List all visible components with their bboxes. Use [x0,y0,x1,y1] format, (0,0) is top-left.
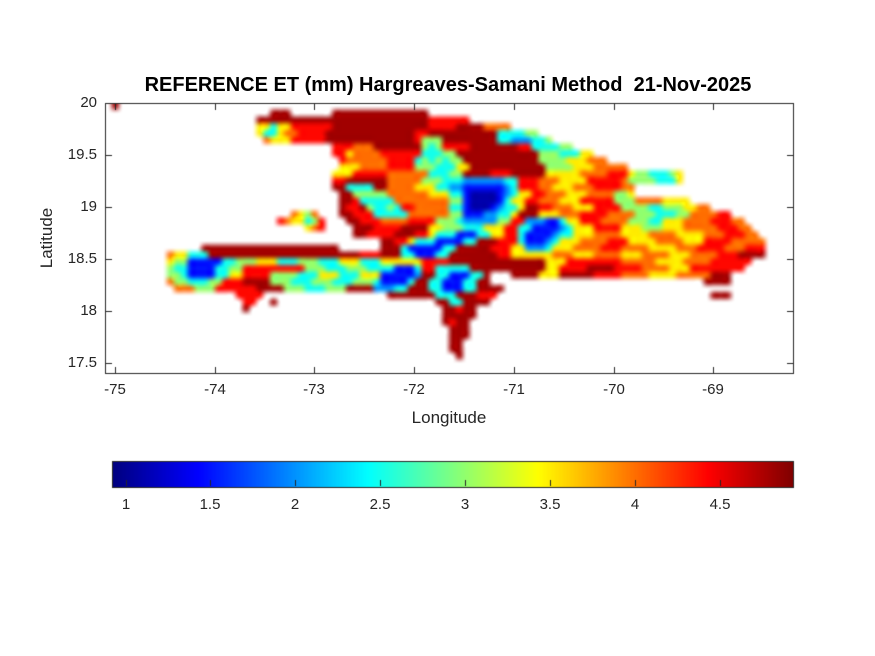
x-tick-label: -70 [603,381,625,398]
colorbar-tick-label: 2 [290,496,300,513]
colorbar-tick-label: 4.5 [709,496,731,513]
chart-title: REFERENCE ET (mm) Hargreaves-Samani Meth… [144,74,752,96]
y-tick-label: 18.5 [67,250,97,267]
y-tick-label: 17.5 [67,354,97,371]
y-tick-label: 20 [80,94,97,111]
x-tick-label: -74 [204,381,226,398]
x-axis-label: Longitude [411,408,487,427]
colorbar-tick-label: 1 [121,496,131,513]
y-tick-label: 19 [80,198,97,215]
colorbar-tick-label: 3 [460,496,470,513]
y-tick-label: 18 [80,302,97,319]
x-tick-label: -69 [702,381,724,398]
x-tick-label: -72 [403,381,425,398]
colorbar-tick-label: 2.5 [369,496,391,513]
y-tick-label: 19.5 [67,146,97,163]
colorbar-tick-label: 3.5 [539,496,561,513]
x-tick-label: -73 [303,381,325,398]
colorbar-tick-label: 1.5 [199,496,221,513]
x-tick-label: -71 [503,381,525,398]
colorbar-tick-label: 4 [630,496,640,513]
x-tick-label: -75 [104,381,126,398]
